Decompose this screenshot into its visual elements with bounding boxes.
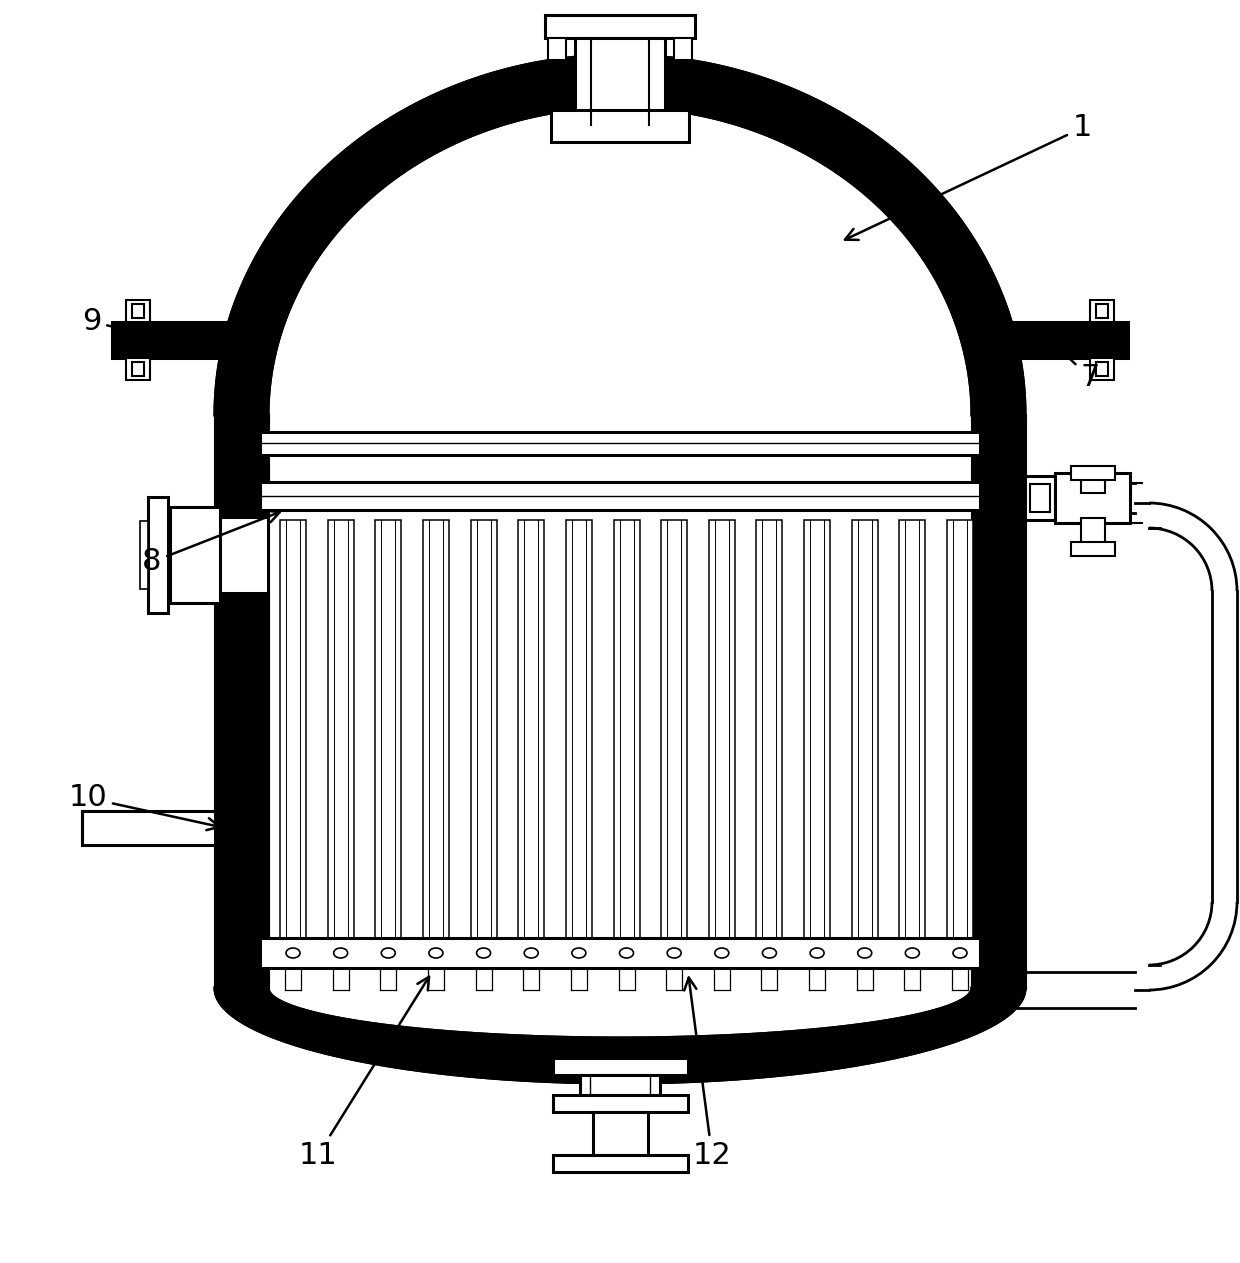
Text: 9: 9 bbox=[82, 307, 176, 344]
Bar bbox=[260, 432, 980, 455]
Bar bbox=[1030, 484, 1050, 512]
Bar bbox=[131, 362, 144, 376]
Ellipse shape bbox=[620, 949, 634, 959]
Bar bbox=[126, 357, 150, 380]
Bar bbox=[423, 520, 449, 938]
Text: 11: 11 bbox=[299, 976, 429, 1170]
Bar bbox=[215, 416, 268, 988]
Bar bbox=[180, 517, 268, 594]
Bar bbox=[575, 38, 665, 125]
Text: 7: 7 bbox=[1052, 342, 1100, 393]
Bar bbox=[972, 416, 1025, 988]
Bar bbox=[112, 322, 268, 357]
Bar bbox=[1159, 528, 1211, 965]
Text: 10: 10 bbox=[68, 783, 219, 830]
Bar bbox=[972, 416, 1025, 988]
Bar bbox=[1025, 476, 1055, 520]
Bar bbox=[551, 110, 689, 141]
Polygon shape bbox=[268, 107, 972, 416]
Ellipse shape bbox=[429, 949, 443, 959]
Bar bbox=[131, 304, 144, 318]
Bar bbox=[1090, 357, 1114, 380]
Bar bbox=[804, 520, 830, 938]
Ellipse shape bbox=[476, 949, 491, 959]
Bar bbox=[148, 498, 167, 613]
Bar bbox=[1096, 304, 1109, 318]
Bar bbox=[170, 506, 219, 602]
Ellipse shape bbox=[763, 949, 776, 959]
Bar bbox=[1071, 466, 1115, 480]
Bar bbox=[614, 520, 640, 938]
Bar bbox=[167, 517, 215, 594]
Bar bbox=[565, 520, 591, 938]
Bar bbox=[140, 522, 148, 589]
Bar bbox=[112, 322, 268, 357]
Bar bbox=[518, 520, 544, 938]
Ellipse shape bbox=[858, 949, 872, 959]
Bar bbox=[580, 1075, 660, 1095]
Bar bbox=[972, 322, 1128, 357]
Bar bbox=[376, 520, 402, 938]
Ellipse shape bbox=[905, 949, 919, 959]
Bar bbox=[82, 811, 215, 845]
Bar bbox=[661, 520, 687, 938]
Ellipse shape bbox=[810, 949, 825, 959]
Polygon shape bbox=[215, 988, 1025, 1082]
Bar bbox=[553, 1154, 688, 1172]
Bar bbox=[756, 520, 782, 938]
Bar bbox=[260, 482, 980, 510]
Bar bbox=[327, 520, 353, 938]
Bar bbox=[260, 938, 980, 967]
Ellipse shape bbox=[954, 949, 967, 959]
Bar bbox=[268, 416, 972, 988]
Ellipse shape bbox=[525, 949, 538, 959]
Bar bbox=[899, 520, 925, 938]
Polygon shape bbox=[215, 56, 1025, 416]
Ellipse shape bbox=[667, 949, 681, 959]
Ellipse shape bbox=[334, 949, 347, 959]
Bar bbox=[1071, 542, 1115, 556]
Text: 12: 12 bbox=[684, 978, 732, 1170]
Text: 8: 8 bbox=[143, 510, 280, 576]
Bar bbox=[947, 520, 973, 938]
Ellipse shape bbox=[714, 949, 729, 959]
Bar bbox=[593, 1111, 649, 1154]
Bar bbox=[280, 520, 306, 938]
Ellipse shape bbox=[381, 949, 396, 959]
Bar bbox=[1090, 301, 1114, 322]
Bar bbox=[470, 520, 496, 938]
Bar bbox=[709, 520, 735, 938]
Bar bbox=[1055, 474, 1130, 523]
Text: 1: 1 bbox=[844, 114, 1091, 240]
Polygon shape bbox=[268, 988, 972, 1038]
Bar bbox=[1096, 362, 1109, 376]
Bar bbox=[553, 1058, 688, 1075]
Bar bbox=[126, 301, 150, 322]
Ellipse shape bbox=[286, 949, 300, 959]
Bar bbox=[553, 1095, 688, 1111]
Bar bbox=[972, 322, 1128, 357]
Bar bbox=[1081, 474, 1105, 493]
Ellipse shape bbox=[572, 949, 585, 959]
Bar bbox=[215, 416, 268, 988]
Bar bbox=[675, 38, 692, 61]
Bar bbox=[546, 15, 694, 38]
Bar bbox=[852, 520, 878, 938]
Bar bbox=[1081, 518, 1105, 543]
Bar bbox=[548, 38, 565, 61]
